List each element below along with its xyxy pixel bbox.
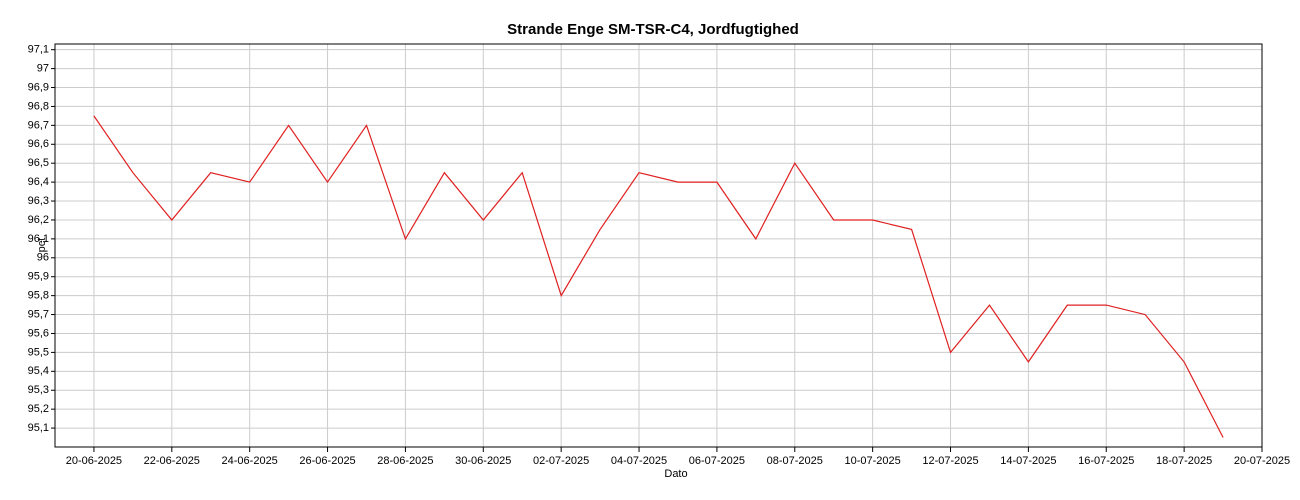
y-tick-label: 95,2 bbox=[28, 403, 49, 415]
x-axis-label: Dato bbox=[664, 468, 687, 480]
y-tick-label: 97,1 bbox=[28, 44, 49, 56]
x-tick-label: 06-07-2025 bbox=[689, 455, 745, 467]
x-tick-label: 18-07-2025 bbox=[1156, 455, 1212, 467]
x-tick-label: 08-07-2025 bbox=[767, 455, 823, 467]
y-tick-label: 95,4 bbox=[28, 365, 49, 377]
y-tick-label: 95,7 bbox=[28, 308, 49, 320]
chart-title: Strande Enge SM-TSR-C4, Jordfugtighed bbox=[507, 21, 799, 38]
y-tick-label: 96,9 bbox=[28, 81, 49, 93]
x-tick-label: 12-07-2025 bbox=[922, 455, 978, 467]
x-tick-label: 02-07-2025 bbox=[533, 455, 589, 467]
x-tick-label: 26-06-2025 bbox=[299, 455, 355, 467]
y-tick-label: 96,3 bbox=[28, 195, 49, 207]
data-line bbox=[93, 115, 1224, 438]
y-tick-label: 96,4 bbox=[28, 176, 49, 188]
y-tick-label: 97 bbox=[37, 63, 49, 75]
y-tick-label: 95,1 bbox=[28, 422, 49, 434]
x-tick-label: 14-07-2025 bbox=[1000, 455, 1056, 467]
y-tick-label: 96,1 bbox=[28, 233, 49, 245]
y-tick-label: 96,7 bbox=[28, 119, 49, 131]
y-tick-label: 96,6 bbox=[28, 138, 49, 150]
x-tick-label: 16-07-2025 bbox=[1078, 455, 1134, 467]
y-tick-label: 96 bbox=[37, 252, 49, 264]
y-tick-label: 96,8 bbox=[28, 100, 49, 112]
y-tick-label: 95,9 bbox=[28, 271, 49, 283]
y-tick-label: 95,3 bbox=[28, 384, 49, 396]
y-tick-label: 95,6 bbox=[28, 327, 49, 339]
x-tick-label: 10-07-2025 bbox=[845, 455, 901, 467]
y-tick-label: 95,8 bbox=[28, 290, 49, 302]
x-tick-label: 28-06-2025 bbox=[377, 455, 433, 467]
plot-border bbox=[54, 43, 1263, 448]
x-tick-label: 20-06-2025 bbox=[66, 455, 122, 467]
y-tick-label: 95,5 bbox=[28, 346, 49, 358]
y-tick-label: 96,5 bbox=[28, 157, 49, 169]
x-tick-label: 04-07-2025 bbox=[611, 455, 667, 467]
x-tick-label: 22-06-2025 bbox=[144, 455, 200, 467]
y-tick-label: 96,2 bbox=[28, 214, 49, 226]
y-axis-label: pct bbox=[36, 238, 48, 253]
x-tick-label: 20-07-2025 bbox=[1234, 455, 1290, 467]
x-tick-label: 24-06-2025 bbox=[222, 455, 278, 467]
x-tick-label: 30-06-2025 bbox=[455, 455, 511, 467]
